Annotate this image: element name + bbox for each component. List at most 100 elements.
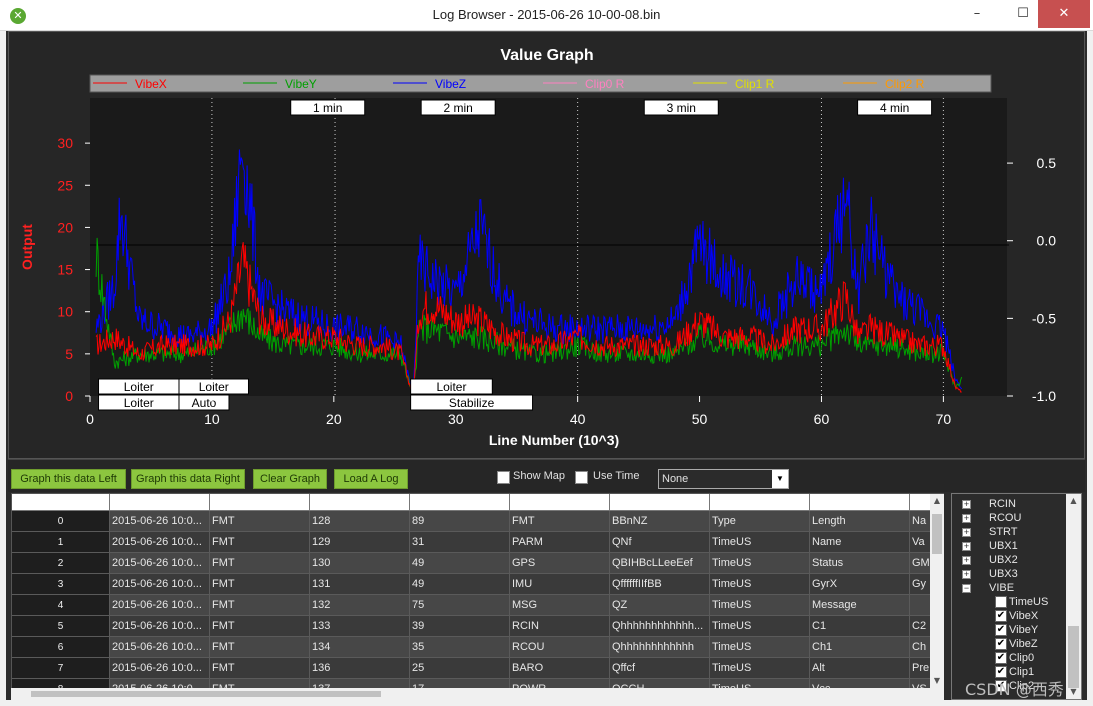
- table-cell[interactable]: MSG: [510, 595, 610, 616]
- minimize-button[interactable]: –: [973, 6, 981, 21]
- graph-right-button[interactable]: Graph this data Right: [131, 469, 245, 489]
- table-row[interactable]: 0 2015-06-26 10:0... FMT 128 89 FMT BBnNZ Type L…: [12, 511, 943, 532]
- table-cell[interactable]: QffffffIIfBB: [610, 574, 710, 595]
- table-cell[interactable]: Gy: [910, 574, 943, 595]
- expand-icon[interactable]: +: [962, 527, 971, 537]
- field-checkbox[interactable]: [995, 596, 1007, 608]
- table-cell[interactable]: Na: [910, 511, 943, 532]
- table-cell[interactable]: Type: [710, 511, 810, 532]
- table-cell[interactable]: QBIHBcLLeeEef: [610, 553, 710, 574]
- table-cell[interactable]: 75: [410, 595, 510, 616]
- field-checkbox[interactable]: ✔: [995, 680, 1007, 692]
- table-cell[interactable]: TimeUS: [710, 595, 810, 616]
- table-row[interactable]: 1 2015-06-26 10:0... FMT 129 31 PARM QNf TimeUS…: [12, 532, 943, 553]
- table-cell[interactable]: TimeUS: [710, 658, 810, 679]
- scroll-thumb[interactable]: [31, 691, 381, 697]
- table-cell[interactable]: 131: [310, 574, 410, 595]
- table-cell[interactable]: FMT: [210, 574, 310, 595]
- expand-icon[interactable]: +: [962, 541, 971, 551]
- table-cell[interactable]: 25: [410, 658, 510, 679]
- table-cell[interactable]: TimeUS: [710, 616, 810, 637]
- row-header[interactable]: 6: [12, 637, 110, 658]
- expand-icon[interactable]: +: [962, 569, 971, 579]
- column-header[interactable]: [110, 494, 210, 511]
- table-cell[interactable]: C1: [810, 616, 910, 637]
- table-cell[interactable]: 130: [310, 553, 410, 574]
- table-cell[interactable]: BARO: [510, 658, 610, 679]
- table-cell[interactable]: FMT: [510, 511, 610, 532]
- scroll-up-icon[interactable]: ▲: [933, 496, 941, 505]
- table-cell[interactable]: Qffcf: [610, 658, 710, 679]
- table-cell[interactable]: C2: [910, 616, 943, 637]
- table-cell[interactable]: IMU: [510, 574, 610, 595]
- column-header[interactable]: [310, 494, 410, 511]
- table-cell[interactable]: 2015-06-26 10:0...: [110, 553, 210, 574]
- scroll-down-icon[interactable]: ▼: [933, 676, 941, 685]
- table-cell[interactable]: FMT: [210, 532, 310, 553]
- field-tree[interactable]: + RCIN + RCOU + STRT + UBX1 + UBX2 + UBX3 − VIBE TimeU…: [951, 493, 1082, 700]
- table-cell[interactable]: 134: [310, 637, 410, 658]
- log-table[interactable]: 0 2015-06-26 10:0... FMT 128 89 FMT BBnNZ Type L…: [11, 493, 944, 700]
- table-cell[interactable]: 2015-06-26 10:0...: [110, 574, 210, 595]
- table-vertical-scrollbar[interactable]: ▲ ▼: [930, 494, 944, 688]
- table-cell[interactable]: 129: [310, 532, 410, 553]
- row-header[interactable]: 7: [12, 658, 110, 679]
- table-cell[interactable]: GyrX: [810, 574, 910, 595]
- table-cell[interactable]: 49: [410, 574, 510, 595]
- table-cell[interactable]: 39: [410, 616, 510, 637]
- row-header[interactable]: 3: [12, 574, 110, 595]
- scroll-thumb[interactable]: [932, 514, 942, 554]
- maximize-button[interactable]: ☐: [1017, 6, 1029, 21]
- table-cell[interactable]: Va: [910, 532, 943, 553]
- collapse-icon[interactable]: −: [962, 583, 971, 593]
- table-cell[interactable]: 2015-06-26 10:0...: [110, 511, 210, 532]
- table-cell[interactable]: RCOU: [510, 637, 610, 658]
- row-header[interactable]: 2: [12, 553, 110, 574]
- graph-left-button[interactable]: Graph this data Left: [11, 469, 126, 489]
- table-cell[interactable]: BBnNZ: [610, 511, 710, 532]
- scroll-thumb[interactable]: [1068, 626, 1079, 688]
- table-cell[interactable]: FMT: [210, 553, 310, 574]
- field-checkbox[interactable]: ✔: [995, 666, 1007, 678]
- table-cell[interactable]: Ch1: [810, 637, 910, 658]
- column-header[interactable]: [510, 494, 610, 511]
- column-header[interactable]: [12, 494, 110, 511]
- table-cell[interactable]: PARM: [510, 532, 610, 553]
- field-checkbox[interactable]: ✔: [995, 638, 1007, 650]
- show-map-checkbox[interactable]: [497, 471, 510, 484]
- table-cell[interactable]: 2015-06-26 10:0...: [110, 616, 210, 637]
- column-header[interactable]: [710, 494, 810, 511]
- table-cell[interactable]: QZ: [610, 595, 710, 616]
- table-row[interactable]: 5 2015-06-26 10:0... FMT 133 39 RCIN Qhhhhhhhh…: [12, 616, 943, 637]
- table-cell[interactable]: Length: [810, 511, 910, 532]
- table-cell[interactable]: Name: [810, 532, 910, 553]
- table-cell[interactable]: [910, 595, 943, 616]
- table-cell[interactable]: 89: [410, 511, 510, 532]
- table-cell[interactable]: Pre: [910, 658, 943, 679]
- table-cell[interactable]: 31: [410, 532, 510, 553]
- field-checkbox[interactable]: ✔: [995, 652, 1007, 664]
- table-row[interactable]: 4 2015-06-26 10:0... FMT 132 75 MSG QZ TimeUS Me…: [12, 595, 943, 616]
- table-cell[interactable]: Message: [810, 595, 910, 616]
- table-cell[interactable]: Qhhhhhhhhhhhh: [610, 637, 710, 658]
- table-cell[interactable]: FMT: [210, 511, 310, 532]
- table-cell[interactable]: 136: [310, 658, 410, 679]
- table-cell[interactable]: Qhhhhhhhhhhhh...: [610, 616, 710, 637]
- use-time-checkbox[interactable]: [575, 471, 588, 484]
- table-cell[interactable]: 35: [410, 637, 510, 658]
- table-cell[interactable]: 49: [410, 553, 510, 574]
- table-cell[interactable]: GM: [910, 553, 943, 574]
- column-header[interactable]: [410, 494, 510, 511]
- table-cell[interactable]: Ch: [910, 637, 943, 658]
- table-cell[interactable]: TimeUS: [710, 637, 810, 658]
- table-cell[interactable]: Status: [810, 553, 910, 574]
- load-log-button[interactable]: Load A Log: [334, 469, 408, 489]
- table-cell[interactable]: FMT: [210, 595, 310, 616]
- table-cell[interactable]: Alt: [810, 658, 910, 679]
- close-button[interactable]: ✕: [1038, 0, 1090, 28]
- clear-graph-button[interactable]: Clear Graph: [253, 469, 327, 489]
- expand-icon[interactable]: +: [962, 555, 971, 565]
- table-row[interactable]: 7 2015-06-26 10:0... FMT 136 25 BARO Qffcf Time…: [12, 658, 943, 679]
- table-cell[interactable]: 2015-06-26 10:0...: [110, 532, 210, 553]
- graph-canvas[interactable]: Value Graph VibeX VibeY VibeZ Clip0 R Clip1 …: [9, 32, 1086, 460]
